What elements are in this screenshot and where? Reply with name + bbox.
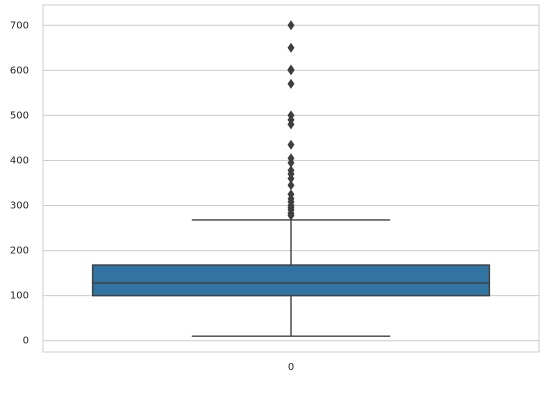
y-tick-label: 600 [10,65,29,76]
outlier [287,110,295,121]
y-tick-label: 200 [10,246,29,257]
outlier [287,189,295,200]
outlier [287,20,295,31]
y-tick-label: 700 [10,20,29,31]
outlier [287,180,295,191]
y-tick-label: 0 [23,336,29,347]
box [91,264,491,297]
y-tick-label: 300 [10,201,29,212]
x-tick-label: 0 [288,362,294,373]
outlier [287,153,295,164]
y-tick-label: 100 [10,291,29,302]
outlier [287,139,295,150]
y-tick-label: 500 [10,110,29,121]
y-tick-label: 400 [10,155,29,166]
outlier [287,165,295,176]
outlier [287,78,295,89]
outlier [287,64,295,75]
outlier [287,42,295,53]
